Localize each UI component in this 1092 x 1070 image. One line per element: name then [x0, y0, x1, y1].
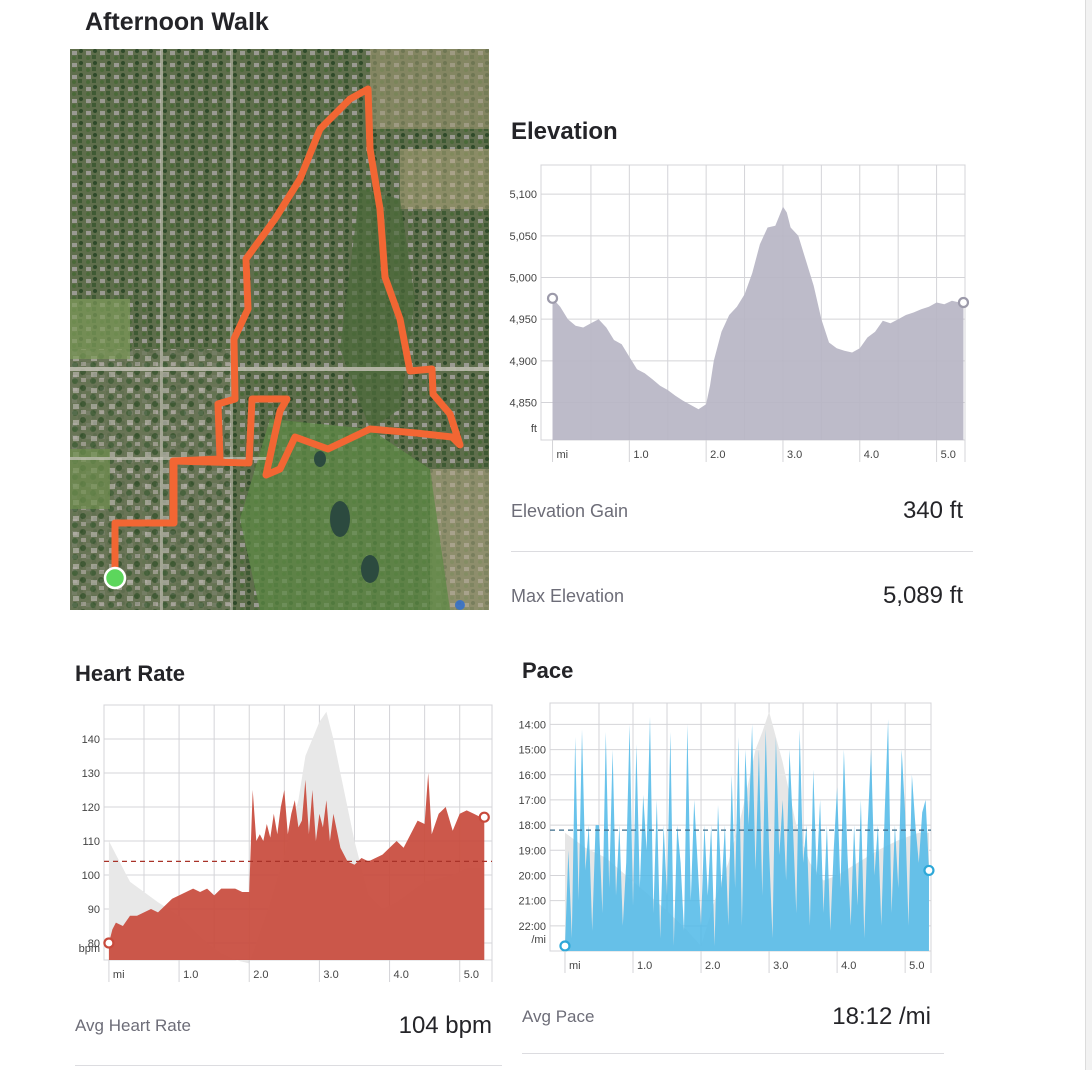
start-marker	[559, 940, 571, 952]
activity-title: Afternoon Walk	[85, 8, 269, 36]
y-tick-label: 17:00	[518, 795, 546, 807]
elevation-title: Elevation	[511, 118, 618, 145]
x-tick-label: 4.0	[394, 969, 409, 981]
x-tick-label: 2.0	[705, 960, 720, 972]
x-tick-label: 3.0	[773, 960, 788, 972]
x-tick-label: 3.0	[323, 969, 338, 981]
y-tick-label: 110	[82, 836, 100, 848]
x-tick-label: 1.0	[633, 449, 648, 461]
x-tick-label: 4.0	[864, 449, 879, 461]
x-tick-label: 2.0	[253, 969, 268, 981]
y-tick-label: 4,950	[509, 314, 537, 326]
y-tick-label: 120	[82, 802, 100, 814]
divider	[75, 1065, 502, 1066]
y-tick-label: 4,900	[509, 356, 537, 368]
y-tick-label: 4,850	[509, 398, 537, 410]
y-tick-label: 14:00	[518, 719, 546, 731]
x-tick-label: 5.0	[941, 449, 956, 461]
pace-chart-svg: 14:00 15:00 16:00 17:00 18:00 19:00 20:00 21:00…	[518, 702, 935, 973]
heart-rate-title: Heart Rate	[75, 661, 186, 686]
x-tick-label: 2.0	[710, 449, 725, 461]
start-marker	[546, 292, 559, 304]
y-tick-label: 80	[88, 938, 100, 950]
end-marker	[478, 811, 490, 823]
y-tick-label: 21:00	[518, 896, 546, 908]
x-tick-label: 1.0	[637, 960, 652, 972]
avg-heart-rate-value: 104 bpm	[398, 1012, 492, 1039]
pace-title: Pace	[522, 658, 574, 683]
x-tick-label: 1.0	[183, 969, 198, 981]
y-tick-label: 20:00	[518, 870, 546, 882]
pace-chart[interactable]: 14:00 15:00 16:00 17:00 18:00 19:00 20:00 21:00…	[515, 702, 940, 973]
y-tick-label: 100	[82, 870, 100, 882]
elevation-chart-svg: 5,100 5,050 5,000 4,950 4,900 4,850 ft mi 1.0 2.0…	[509, 164, 970, 462]
x-tick-label: 3.0	[787, 449, 802, 461]
y-tick-label: 5,000	[509, 273, 537, 285]
elevation-area	[552, 206, 964, 440]
end-marker	[957, 296, 970, 309]
y-tick-label: 19:00	[518, 845, 546, 857]
y-unit-label: bpm	[79, 943, 100, 955]
x-unit-label: mi	[113, 969, 125, 981]
x-tick-label: 5.0	[464, 969, 479, 981]
y-tick-label: 18:00	[518, 820, 546, 832]
y-tick-label: 5,050	[509, 231, 537, 243]
route-map[interactable]	[70, 49, 489, 610]
x-tick-label: 5.0	[909, 960, 924, 972]
y-unit-label: /mi	[531, 934, 546, 946]
avg-pace-value: 18:12 /mi	[832, 1003, 931, 1030]
elevation-gain-label: Elevation Gain	[511, 501, 629, 521]
y-tick-label: 140	[82, 734, 100, 746]
heart-rate-chart[interactable]: 140 130 120 110 100 90 80 bpm mi 1.0 2.0 3.0 4.0 5.0	[70, 704, 500, 983]
y-tick-label: 16:00	[518, 770, 546, 782]
max-elevation-value: 5,089 ft	[882, 582, 963, 609]
y-tick-label: 22:00	[518, 921, 546, 933]
divider	[522, 1053, 944, 1054]
y-tick-label: 90	[88, 904, 100, 916]
max-elevation-label: Max Elevation	[511, 586, 625, 606]
pace-area	[564, 716, 929, 951]
map-route-icon	[70, 49, 489, 610]
end-marker	[923, 864, 935, 877]
y-tick-label: 5,100	[509, 189, 537, 201]
scrollbar[interactable]	[1085, 0, 1092, 1070]
avg-pace-label: Avg Pace	[522, 1007, 595, 1026]
start-marker	[103, 937, 115, 949]
x-unit-label: mi	[557, 449, 569, 461]
divider	[511, 551, 973, 552]
avg-heart-rate-label: Avg Heart Rate	[75, 1016, 191, 1035]
y-tick-label: 130	[82, 768, 100, 780]
x-tick-label: 4.0	[841, 960, 856, 972]
y-tick-label: 15:00	[518, 745, 546, 757]
heart-rate-area	[108, 773, 485, 960]
elevation-chart[interactable]: 5,100 5,050 5,000 4,950 4,900 4,850 ft mi 1.0 2.0…	[505, 164, 975, 465]
elevation-gain-value: 340 ft	[902, 497, 963, 524]
x-unit-label: mi	[569, 960, 581, 972]
y-unit-label: ft	[531, 423, 537, 435]
